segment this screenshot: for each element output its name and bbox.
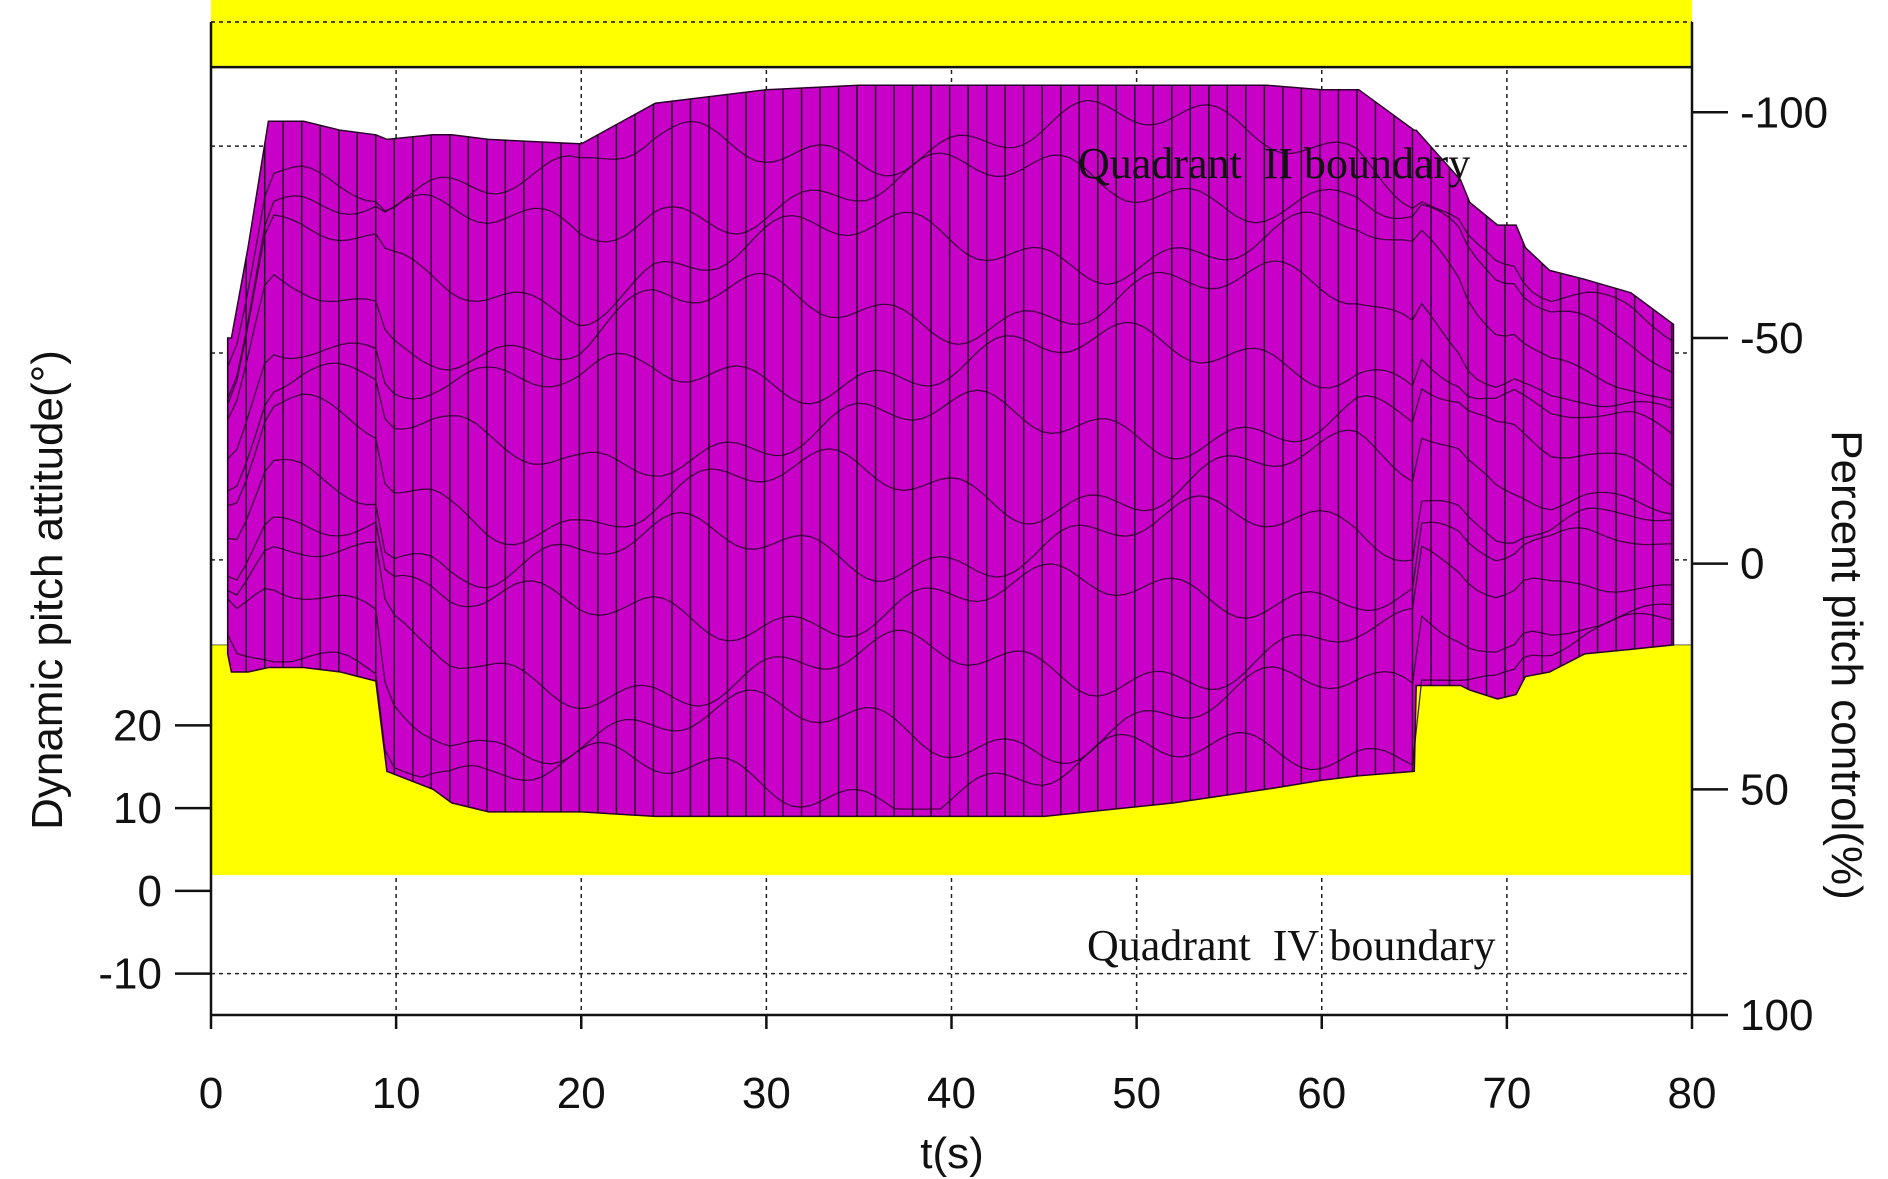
- axes: [175, 21, 1728, 1029]
- x-axis-label: t(s): [920, 1129, 984, 1178]
- y-right-tick-label: 100: [1740, 991, 1813, 1040]
- x-tick-label: 30: [742, 1069, 791, 1118]
- y-right-tick-label: -50: [1740, 314, 1804, 363]
- envelope-trace: [227, 260, 1672, 420]
- x-tick-label: 60: [1297, 1069, 1346, 1118]
- envelope-trace: [227, 541, 1672, 710]
- envelope-trace: [227, 362, 1672, 492]
- annotation-quadrant-iv: Quadrant IV boundary: [1087, 921, 1496, 970]
- boundary-band-0: [211, 0, 1692, 68]
- x-tick-label: 20: [557, 1069, 606, 1118]
- envelope-trace: [227, 516, 1672, 642]
- y-right-tick-label: 0: [1740, 540, 1764, 589]
- envelope-trace: [227, 99, 1672, 368]
- y-right-tick-label: -100: [1740, 88, 1828, 137]
- y-left-tick-label: -10: [98, 950, 162, 999]
- envelope: [226, 84, 1675, 818]
- x-tick-label: 0: [199, 1069, 223, 1118]
- envelope-trace: [227, 588, 1672, 765]
- envelope-trace: [227, 321, 1673, 460]
- x-tick-label: 40: [927, 1069, 976, 1118]
- envelope-trace: [227, 152, 1672, 400]
- x-tick-label: 10: [372, 1069, 421, 1118]
- x-tick-label: 80: [1668, 1069, 1717, 1118]
- annotation-quadrant-ii: Quadrant II boundary: [1078, 139, 1470, 188]
- envelope-trace: [227, 393, 1672, 546]
- envelope-trace: [227, 211, 1672, 405]
- y-axis-label-left: Dynamic pitch attitude(°): [23, 350, 72, 830]
- y-left-tick-label: 0: [138, 867, 162, 916]
- y-right-tick-label: 50: [1740, 765, 1789, 814]
- y-axis-label-right: Percent pitch control(%): [1822, 430, 1871, 900]
- x-tick-label: 70: [1482, 1069, 1531, 1118]
- envelope-trace: [227, 458, 1672, 589]
- envelope-area: [226, 84, 1675, 818]
- envelope-trace: [227, 612, 1672, 810]
- y-left-tick-label: 10: [113, 784, 162, 833]
- x-tick-label: 50: [1112, 1069, 1161, 1118]
- y-left-tick-label: 20: [113, 701, 162, 750]
